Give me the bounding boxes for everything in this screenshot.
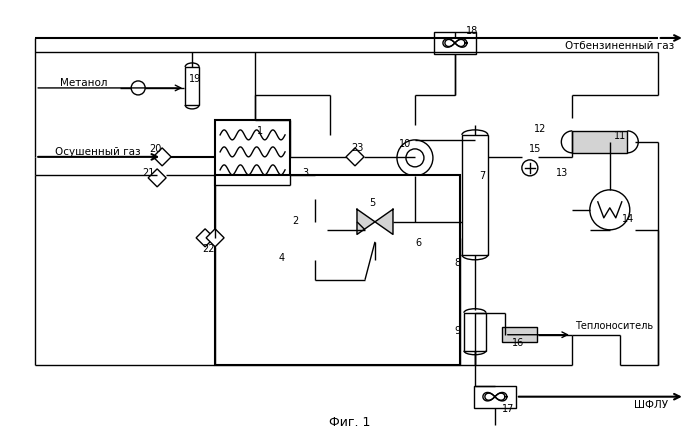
Text: 22: 22	[202, 243, 215, 253]
Polygon shape	[346, 148, 364, 166]
Text: 18: 18	[466, 26, 478, 36]
Bar	[215, 175, 460, 365]
Text: 10: 10	[399, 138, 411, 148]
Text: 8: 8	[455, 257, 461, 267]
Bar	[462, 135, 488, 255]
Text: Теплоноситель: Теплоноситель	[575, 320, 653, 330]
Text: 21: 21	[142, 167, 154, 178]
Bar	[185, 68, 199, 106]
Text: 17: 17	[502, 403, 514, 413]
Text: Фиг. 1: Фиг. 1	[329, 415, 370, 428]
Bar	[572, 132, 627, 154]
Text: 13: 13	[556, 167, 568, 178]
Circle shape	[406, 150, 424, 167]
Circle shape	[522, 160, 538, 176]
Text: ШФЛУ: ШФЛУ	[633, 399, 668, 409]
Text: 5: 5	[369, 197, 375, 207]
Text: 4: 4	[279, 252, 285, 262]
Circle shape	[590, 190, 630, 230]
Text: 2: 2	[292, 215, 298, 225]
Bar	[304, 200, 326, 260]
Polygon shape	[357, 210, 375, 235]
Bar	[464, 313, 486, 351]
Text: 16: 16	[512, 337, 524, 347]
Text: 14: 14	[621, 213, 634, 223]
Text: 3: 3	[302, 167, 308, 178]
Polygon shape	[375, 210, 393, 235]
Bar	[215, 121, 290, 185]
Polygon shape	[148, 169, 166, 187]
Text: 15: 15	[528, 144, 541, 154]
Text: 23: 23	[351, 143, 363, 153]
Bar	[503, 328, 538, 342]
Text: 12: 12	[533, 123, 546, 134]
Polygon shape	[206, 229, 224, 247]
Text: 6: 6	[415, 237, 421, 247]
Text: 9: 9	[455, 325, 461, 335]
Bar	[434, 33, 476, 55]
Text: Отбензиненный газ: Отбензиненный газ	[565, 41, 675, 51]
Text: 1: 1	[257, 126, 263, 135]
Polygon shape	[153, 148, 171, 166]
Polygon shape	[196, 229, 214, 247]
Text: 19: 19	[189, 74, 201, 84]
Text: 11: 11	[614, 131, 626, 141]
Text: 7: 7	[479, 170, 485, 181]
Text: Осушенный газ: Осушенный газ	[55, 147, 141, 157]
Circle shape	[397, 141, 433, 176]
Text: 20: 20	[149, 144, 161, 154]
Bar	[474, 386, 516, 408]
Text: Метанол: Метанол	[60, 78, 108, 88]
